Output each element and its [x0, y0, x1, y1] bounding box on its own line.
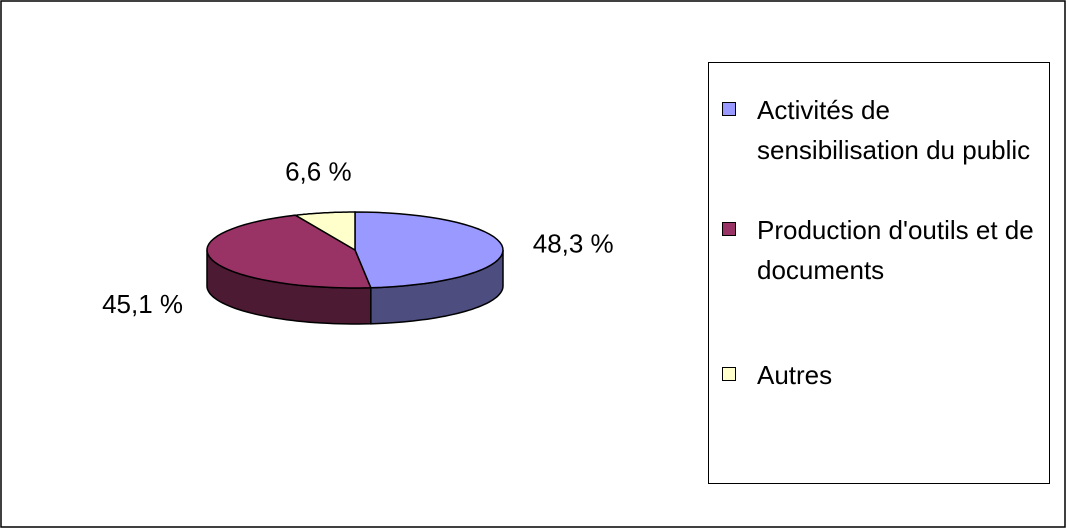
legend-swatch — [722, 222, 736, 236]
legend-label: Production d'outils et de documents — [757, 215, 1034, 285]
data-label: 48,3 % — [533, 229, 614, 259]
data-label: 45,1 % — [102, 289, 183, 319]
slice — [206, 214, 372, 289]
legend: Activités de sensibilisation du public Pr… — [708, 62, 1050, 484]
slice — [354, 211, 504, 289]
legend-label: Activités de sensibilisation du public — [757, 95, 1031, 165]
legend-swatch — [722, 102, 736, 116]
legend-swatch — [722, 367, 736, 381]
legend-label: Autres — [757, 360, 833, 390]
data-label: 6,6 % — [285, 157, 352, 187]
slice — [292, 211, 356, 252]
